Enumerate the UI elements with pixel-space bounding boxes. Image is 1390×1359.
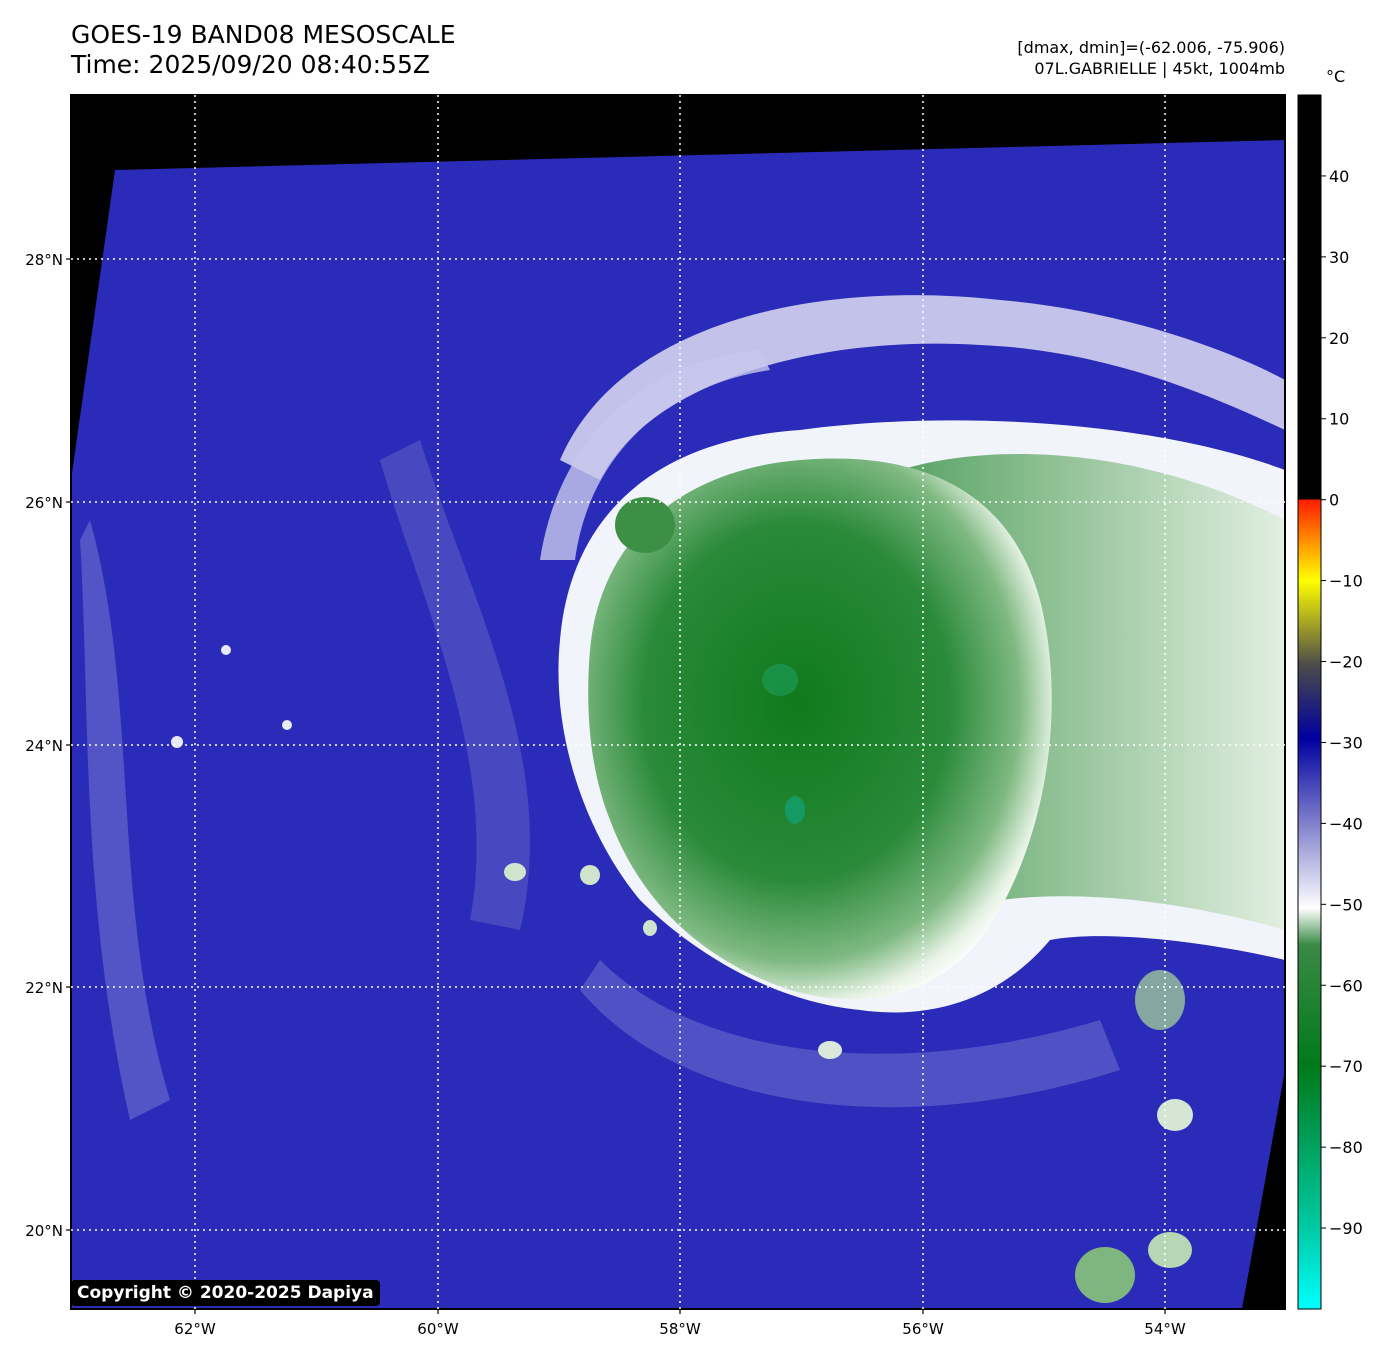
lat-tick-label: 24°N	[25, 737, 63, 755]
colorbar-tick-label: −10	[1329, 572, 1363, 591]
colorbar-tick-label: −60	[1329, 976, 1363, 995]
lat-tick-label: 26°N	[25, 494, 63, 512]
colorbar-tick-label: 10	[1329, 410, 1349, 429]
outflow-band-south	[580, 960, 1120, 1108]
colorbar-tick-label: −40	[1329, 814, 1363, 833]
small-cell	[1148, 1232, 1192, 1268]
storm-info-label: 07L.GABRIELLE | 45kt, 1004mb	[1034, 59, 1285, 78]
coldest-tops-cell-south	[785, 796, 805, 824]
colorbar-tick-label: −50	[1329, 895, 1363, 914]
colorbar-tick-label: 30	[1329, 248, 1349, 267]
storm-cold-core	[588, 458, 1052, 1000]
product-title: GOES-19 BAND08 MESOSCALE	[71, 20, 456, 49]
colorbar-tick-label: −70	[1329, 1057, 1363, 1076]
outflow-arc-north	[560, 295, 1285, 480]
colorbar-tick-label: −80	[1329, 1138, 1363, 1157]
colorbar	[1297, 94, 1322, 1310]
title-block: GOES-19 BAND08 MESOSCALE Time: 2025/09/2…	[71, 20, 456, 80]
small-cell	[504, 863, 526, 881]
lon-tick-label: 62°W	[174, 1320, 216, 1338]
colorbar-tick-label: 40	[1329, 167, 1349, 186]
lon-tick-label: 56°W	[902, 1320, 944, 1338]
lon-tick-label: 60°W	[417, 1320, 459, 1338]
axis-ticks	[66, 258, 1166, 1314]
copyright-badge: Copyright © 2020-2025 Dapiya	[71, 1280, 380, 1306]
outflow-arc-west	[540, 350, 770, 560]
lon-tick-label: 54°W	[1144, 1320, 1186, 1338]
lat-tick-label: 22°N	[25, 979, 63, 997]
small-cell	[818, 1041, 842, 1059]
info-block: [dmax, dmin]=(-62.006, -75.906) 07L.GABR…	[1017, 37, 1285, 79]
small-cell	[282, 720, 292, 730]
small-cell	[221, 645, 231, 655]
small-cell	[1157, 1099, 1193, 1131]
small-cell	[171, 736, 183, 748]
lon-tick-label: 58°W	[659, 1320, 701, 1338]
cirrus-streak-west	[80, 520, 170, 1120]
colorbar-tick-label: 20	[1329, 329, 1349, 348]
small-cell	[643, 920, 657, 936]
lat-tick-label: 20°N	[25, 1222, 63, 1240]
data-range-label: [dmax, dmin]=(-62.006, -75.906)	[1017, 38, 1285, 57]
small-cell	[580, 865, 600, 885]
colorbar-unit: °C	[1326, 67, 1346, 86]
time-label: Time: 2025/09/20 08:40:55Z	[71, 50, 430, 79]
coldest-tops-cell	[762, 664, 798, 696]
small-cell	[1135, 970, 1185, 1030]
colorbar-tick-label: −90	[1329, 1219, 1363, 1238]
graticule	[71, 95, 1285, 1309]
colorbar-tick-label: 0	[1329, 491, 1339, 510]
lat-tick-label: 28°N	[25, 251, 63, 269]
colorbar-ticks: 40 30 20 10 0 −10 −20 −30 −40 −50 −60 −70 −80 −90	[1321, 167, 1363, 1238]
small-cell	[1075, 1247, 1135, 1303]
map-frame	[70, 94, 1286, 1310]
cirrus-streak-central	[380, 440, 530, 930]
overshooting-cell-nw	[615, 497, 675, 553]
colorbar-tick-label: −20	[1329, 653, 1363, 672]
colorbar-tick-label: −30	[1329, 733, 1363, 752]
